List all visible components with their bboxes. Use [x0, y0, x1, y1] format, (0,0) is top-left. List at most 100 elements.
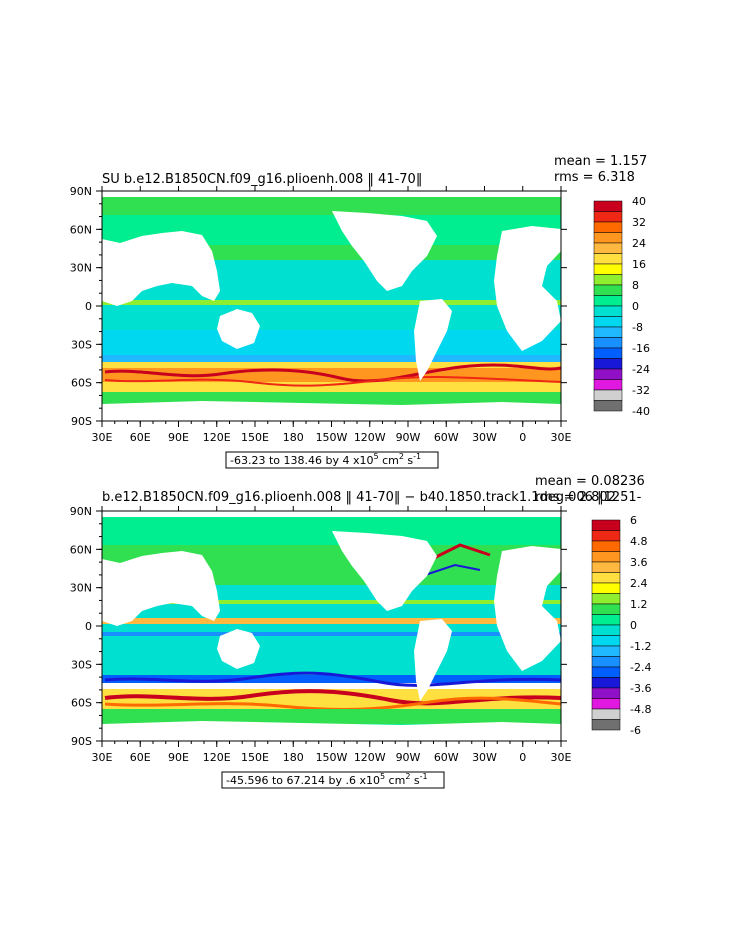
colorbar-swatch	[593, 200, 623, 212]
panel-2-title: b.e12.B1850CN.f09_g16.plioenh.008 ‖ 41-7…	[102, 490, 642, 505]
panel-1-range-box	[225, 451, 439, 469]
colorbar-swatch	[593, 400, 623, 412]
x-tick-label: 0	[519, 751, 526, 764]
colorbar-swatch	[593, 389, 623, 401]
y-tick-label: 60N	[70, 543, 92, 556]
colorbar-label: -1.2	[630, 640, 651, 653]
colorbar-swatch	[591, 666, 621, 678]
y-tick-label: 60N	[70, 223, 92, 236]
colorbar-label: -8	[632, 321, 643, 334]
panel-1-range-label: -63.23 to 138.46 by 4 x105 cm2 s-1	[230, 452, 421, 467]
panel-1-x-axis: 30E 60E 90E 120E 150E 180 150W 120W 90W 60W 30W 0 30…	[92, 186, 572, 444]
x-tick-label: 60W	[434, 751, 459, 764]
colorbar-swatch	[591, 572, 621, 584]
colorbar-swatch	[591, 645, 621, 657]
colorbar-swatch	[593, 242, 623, 254]
y-tick-label: 60S	[71, 377, 92, 390]
panel-2-y-axis: 90N 60N 30N 0 30S 60S 90S	[70, 505, 567, 748]
panel-2-mean: mean = 0.08236	[535, 474, 645, 489]
x-tick-label: 120E	[203, 431, 231, 444]
colorbar-swatch	[593, 263, 623, 275]
colorbar-swatch	[591, 635, 621, 647]
colorbar-label: -32	[632, 384, 650, 397]
y-tick-label: 90S	[71, 735, 92, 748]
y-tick-label: 30S	[71, 658, 92, 671]
colorbar-label: 4.8	[630, 535, 648, 548]
colorbar-swatch	[591, 677, 621, 689]
x-tick-label: 90W	[396, 751, 421, 764]
colorbar-label: -6	[630, 724, 641, 737]
x-tick-label: 0	[519, 431, 526, 444]
colorbar-swatch	[593, 274, 623, 286]
colorbar-swatch	[593, 253, 623, 265]
panel-2-x-axis: 30E 60E 90E 120E 150E 180 150W 120W 90W 60W 30W 0 30…	[92, 506, 572, 764]
x-tick-label: 60E	[130, 751, 151, 764]
y-tick-label: 0	[85, 300, 92, 313]
x-tick-label: 150E	[241, 751, 269, 764]
colorbar-swatch	[591, 687, 621, 699]
colorbar-swatch	[593, 379, 623, 391]
colorbar-label: -24	[632, 363, 650, 376]
x-tick-label: 120W	[354, 431, 386, 444]
colorbar-label: 24	[632, 237, 646, 250]
x-tick-label: 150W	[316, 431, 348, 444]
y-tick-label: 30S	[71, 338, 92, 351]
colorbar-swatch	[593, 232, 623, 244]
x-tick-label: 60E	[130, 431, 151, 444]
colorbar-swatch	[591, 561, 621, 573]
panel-2-colorbar: 6 4.8 3.6 2.4 1.2 0 -1.2 -2.4 -3.6 -4.8 -6	[591, 514, 651, 737]
y-tick-label: 30N	[70, 262, 92, 275]
x-tick-label: 90E	[168, 751, 189, 764]
panel-2-rms: rms = 2.802	[535, 490, 616, 505]
y-tick-label: 30N	[70, 582, 92, 595]
colorbar-swatch	[593, 295, 623, 307]
x-tick-label: 180	[283, 751, 304, 764]
colorbar-label: 16	[632, 258, 646, 271]
x-tick-label: 120W	[354, 751, 386, 764]
colorbar-label: 1.2	[630, 598, 648, 611]
x-tick-label: 30E	[551, 751, 572, 764]
colorbar-swatch	[593, 368, 623, 380]
x-tick-label: 150E	[241, 431, 269, 444]
x-tick-label: 30W	[472, 431, 497, 444]
x-tick-label: 30W	[472, 751, 497, 764]
colorbar-swatch	[593, 305, 623, 317]
colorbar-label: 40	[632, 195, 646, 208]
panel-1-rms: rms = 6.318	[554, 170, 635, 185]
panel-1-mean: mean = 1.157	[554, 154, 647, 169]
colorbar-swatch	[593, 326, 623, 338]
panel-2-range-box	[221, 771, 445, 789]
colorbar-label: -40	[632, 405, 650, 418]
colorbar-swatch	[593, 211, 623, 223]
x-tick-label: 150W	[316, 751, 348, 764]
colorbar-label: -3.6	[630, 682, 651, 695]
colorbar-swatch	[591, 614, 621, 626]
x-tick-label: 120E	[203, 751, 231, 764]
colorbar-swatch	[593, 316, 623, 328]
colorbar-label: 8	[632, 279, 639, 292]
colorbar-swatch	[591, 551, 621, 563]
colorbar-swatch	[591, 708, 621, 720]
colorbar-label: 0	[632, 300, 639, 313]
x-tick-label: 90W	[396, 431, 421, 444]
colorbar-swatch	[593, 347, 623, 359]
colorbar-swatch	[591, 530, 621, 542]
x-tick-label: 180	[283, 431, 304, 444]
panel-2-field	[102, 511, 561, 741]
y-tick-label: 90S	[71, 415, 92, 428]
x-tick-label: 90E	[168, 431, 189, 444]
colorbar-label: 6	[630, 514, 637, 527]
x-tick-label: 30E	[92, 431, 113, 444]
colorbar-label: -2.4	[630, 661, 651, 674]
colorbar-label: 3.6	[630, 556, 648, 569]
colorbar-swatch	[593, 284, 623, 296]
colorbar-label: -16	[632, 342, 650, 355]
y-tick-label: 90N	[70, 505, 92, 518]
colorbar-label: -4.8	[630, 703, 651, 716]
colorbar-swatch	[591, 656, 621, 668]
colorbar-swatch	[591, 519, 621, 531]
y-tick-label: 60S	[71, 697, 92, 710]
panel-1-y-axis: 90N 60N 30N 0 30S 60S 90S	[70, 185, 567, 428]
colorbar-label: 32	[632, 216, 646, 229]
